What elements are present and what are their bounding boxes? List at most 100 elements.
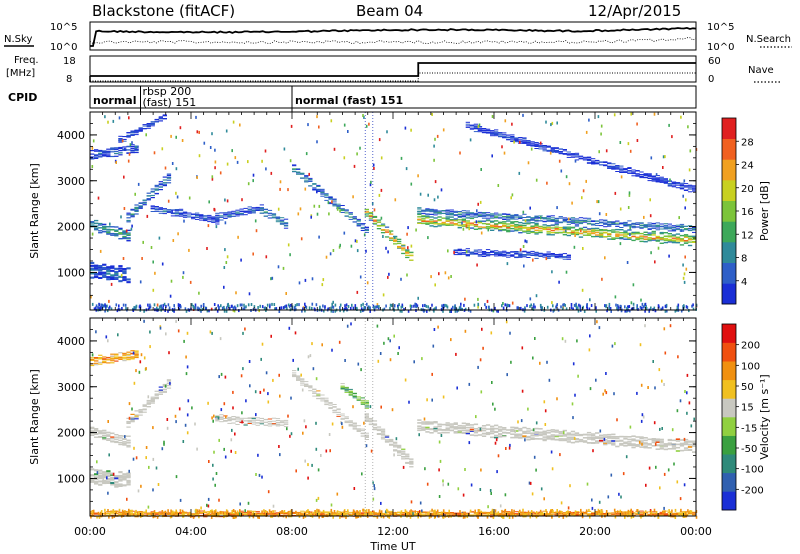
heatmap-speck	[600, 132, 602, 136]
heatmap-speck	[385, 246, 387, 250]
ground-scatter-cell	[641, 302, 644, 306]
heatmap-cell	[324, 399, 329, 401]
ground-scatter-cell	[604, 304, 606, 308]
heatmap-cell	[485, 511, 491, 513]
heatmap-cell	[510, 251, 515, 253]
ground-scatter-cell	[539, 303, 542, 307]
heatmap-cell	[457, 214, 462, 215]
heatmap-cell	[469, 125, 475, 127]
heatmap-cell	[647, 228, 652, 230]
heatmap-cell	[506, 138, 511, 140]
heatmap-cell	[558, 432, 563, 435]
heatmap-speck	[97, 196, 100, 200]
heatmap-cell	[223, 215, 228, 217]
heatmap-cell	[393, 446, 398, 448]
heatmap-cell	[595, 436, 600, 438]
heatmap-cell	[473, 228, 479, 230]
heatmap-cell	[98, 230, 103, 232]
heatmap-cell	[368, 211, 374, 214]
heatmap-speck	[574, 234, 576, 237]
heatmap-cell	[481, 251, 487, 252]
ground-scatter-cell	[180, 305, 182, 309]
heatmap-cell	[566, 151, 571, 153]
heatmap-cell	[611, 167, 616, 169]
ground-scatter-cell	[108, 307, 110, 311]
heatmap-cell	[364, 418, 369, 420]
heatmap-cell	[437, 219, 442, 221]
freq-right-tick-bottom: 0	[708, 74, 714, 85]
heatmap-cell	[586, 436, 592, 439]
heatmap-cell	[570, 436, 576, 439]
heatmap-cell	[174, 213, 180, 215]
heatmap-cell	[356, 218, 361, 220]
heatmap-cell	[449, 222, 454, 224]
heatmap-cell	[292, 168, 297, 170]
heatmap-cell	[615, 237, 620, 239]
heatmap-cell	[332, 203, 337, 205]
heatmap-speck	[139, 280, 142, 284]
ground-scatter-cell	[399, 309, 402, 313]
noise-panel-frame	[89, 21, 697, 51]
heatmap-cell	[235, 419, 240, 421]
heatmap-cell	[659, 448, 664, 450]
heatmap-speck	[316, 140, 318, 144]
heatmap-cell	[90, 158, 95, 160]
heatmap-cell	[98, 363, 103, 365]
heatmap-cell	[114, 514, 119, 516]
heatmap-cell	[158, 120, 163, 122]
heatmap-cell	[518, 435, 523, 437]
heatmap-cell	[651, 234, 656, 236]
heatmap-cell	[566, 226, 571, 228]
heatmap-speck	[211, 177, 214, 181]
ground-scatter-cell	[91, 302, 94, 306]
colorbar-swatch	[722, 283, 736, 305]
ground-scatter-cell	[291, 307, 294, 311]
heatmap-cell	[526, 229, 531, 231]
heatmap-cell	[158, 389, 163, 391]
heatmap-speck	[195, 115, 197, 119]
heatmap-cell	[102, 228, 107, 231]
heatmap-cell	[506, 213, 511, 215]
heatmap-cell	[243, 211, 248, 213]
heatmap-speck	[503, 151, 506, 155]
heatmap-cell	[106, 472, 111, 475]
heatmap-cell	[655, 227, 660, 229]
heatmap-cell	[114, 155, 119, 157]
heatmap-cell	[449, 220, 454, 222]
ground-scatter-cell	[403, 307, 405, 311]
heatmap-cell	[380, 436, 386, 438]
heatmap-cell	[263, 208, 268, 210]
heatmap-cell	[94, 430, 99, 432]
heatmap-cell	[364, 437, 369, 438]
heatmap-speck	[252, 173, 255, 177]
heatmap-cell	[94, 433, 99, 435]
heatmap-speck	[285, 292, 287, 295]
heatmap-cell	[445, 512, 450, 514]
heatmap-cell	[368, 417, 374, 420]
heatmap-cell	[675, 446, 681, 449]
heatmap-cell	[421, 428, 426, 430]
ground-scatter-cell	[427, 305, 429, 309]
heatmap-cell	[94, 512, 99, 514]
heatmap-cell	[534, 257, 539, 259]
heatmap-cell	[514, 256, 519, 258]
heatmap-cell	[623, 230, 628, 232]
heatmap-cell	[122, 270, 127, 273]
heatmap-cell	[304, 514, 309, 516]
heatmap-cell	[227, 420, 232, 422]
heatmap-cell	[542, 217, 547, 219]
ground-scatter-cell	[330, 306, 333, 310]
heatmap-cell	[494, 434, 499, 437]
heatmap-cell	[158, 183, 163, 185]
ground-scatter-cell	[261, 305, 264, 309]
heatmap-cell	[158, 117, 163, 119]
heatmap-cell	[692, 226, 697, 228]
heatmap-cell	[659, 179, 664, 181]
heatmap-cell	[518, 256, 523, 258]
ground-scatter-cell	[658, 305, 660, 309]
heatmap-cell	[651, 180, 656, 182]
ground-scatter-cell	[302, 307, 304, 311]
heatmap-cell	[340, 388, 345, 390]
ground-scatter-cell	[570, 306, 573, 310]
heatmap-cell	[498, 434, 503, 436]
